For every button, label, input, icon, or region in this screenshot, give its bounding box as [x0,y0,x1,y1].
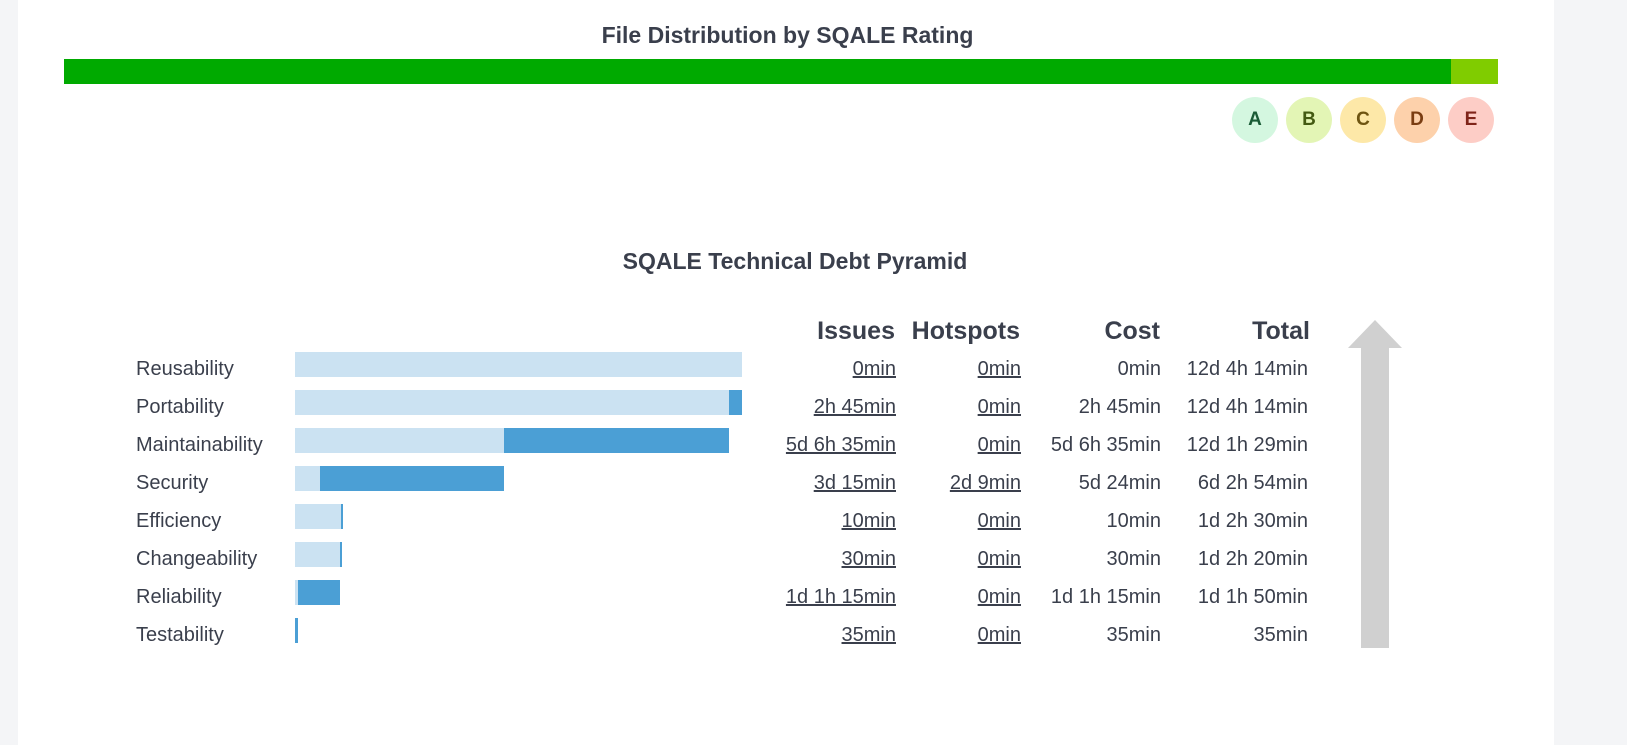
hotspots-link[interactable]: 0min [977,396,1021,418]
pyramid-row: Testability 35min 0min 35min 35min [0,618,1560,655]
total-value: 6d 2h 54min [1197,472,1308,494]
grade-a-badge[interactable]: A [1232,97,1278,143]
total-value: 12d 4h 14min [1186,358,1308,380]
total-value: 1d 1h 50min [1197,586,1308,608]
header-issues: Issues [817,317,895,345]
total-value: 1d 2h 30min [1197,510,1308,532]
debt-bar-cost [320,466,504,491]
pyramid-row: Reusability 0min 0min 0min 12d 4h 14min [0,352,1560,389]
debt-bar-cost [297,580,340,605]
distribution-title: File Distribution by SQALE Rating [601,22,974,48]
hotspots-link[interactable]: 0min [977,586,1021,608]
pyramid-row: Security 3d 15min 2d 9min 5d 24min 6d 2h 54m… [0,466,1560,503]
debt-bar-total [295,352,742,377]
issues-link[interactable]: 2h 45min [813,396,896,418]
issues-link[interactable]: 5d 6h 35min [785,434,896,456]
grade-d-badge[interactable]: D [1394,97,1440,143]
total-value: 1d 2h 20min [1197,548,1308,570]
rating-b-segment [1451,59,1498,84]
pyramid-title: SQALE Technical Debt Pyramid [622,248,968,274]
grade-e-badge[interactable]: E [1448,97,1494,143]
grade-c-badge[interactable]: C [1340,97,1386,143]
pyramid-row: Reliability 1d 1h 15min 0min 1d 1h 15min 1d … [0,580,1560,617]
hotspots-link[interactable]: 0min [977,358,1021,380]
cost-value: 30min [1106,548,1161,570]
characteristic-label: Changeability [136,548,258,570]
up-arrow-icon [1348,320,1402,648]
cost-value: 35min [1106,624,1161,646]
characteristic-label: Maintainability [136,434,263,456]
debt-bar-cost [503,428,730,453]
hotspots-link[interactable]: 2d 9min [949,472,1021,494]
issues-link[interactable]: 3d 15min [813,472,896,494]
hotspots-link[interactable]: 0min [977,624,1021,646]
pyramid-row: Maintainability 5d 6h 35min 0min 5d 6h 35mi… [0,428,1560,465]
header-cost: Cost [1104,317,1160,345]
characteristic-label: Efficiency [136,510,222,532]
issues-link[interactable]: 0min [852,358,896,380]
total-value: 12d 1h 29min [1186,434,1308,456]
distribution-bar [64,59,1498,84]
hotspots-link[interactable]: 0min [977,510,1021,532]
cost-value: 10min [1106,510,1161,532]
total-value: 12d 4h 14min [1186,396,1308,418]
characteristic-label: Security [136,472,209,494]
cost-value: 0min [1117,358,1161,380]
characteristic-label: Reusability [136,358,234,380]
characteristic-label: Reliability [136,586,222,608]
cost-value: 1d 1h 15min [1050,586,1161,608]
grade-b-badge[interactable]: B [1286,97,1332,143]
cost-value: 2h 45min [1078,396,1161,418]
issues-link[interactable]: 30min [841,548,896,570]
characteristic-label: Portability [136,396,224,418]
cost-value: 5d 6h 35min [1050,434,1161,456]
debt-bar-cost [729,390,742,415]
issues-link[interactable]: 1d 1h 15min [785,586,896,608]
cost-value: 5d 24min [1078,472,1161,494]
debt-bar-cost [340,504,343,529]
issues-link[interactable]: 10min [841,510,896,532]
debt-bar-total [295,504,343,529]
header-total: Total [1252,317,1310,345]
total-value: 35min [1253,624,1308,646]
rating-a-segment [64,59,1452,84]
debt-bar-cost [295,618,298,643]
debt-bar-total [295,390,742,415]
pyramid-row: Efficiency 10min 0min 10min 1d 2h 30min [0,504,1560,541]
issues-link[interactable]: 35min [841,624,896,646]
hotspots-link[interactable]: 0min [977,548,1021,570]
hotspots-link[interactable]: 0min [977,434,1021,456]
characteristic-label: Testability [136,624,224,646]
pyramid-row: Changeability 30min 0min 30min 1d 2h 20min [0,542,1560,579]
header-hotspots: Hotspots [911,317,1020,345]
debt-bar-cost [339,542,342,567]
pyramid-row: Portability 2h 45min 0min 2h 45min 12d 4h 14… [0,390,1560,427]
debt-bar-total [295,542,343,567]
